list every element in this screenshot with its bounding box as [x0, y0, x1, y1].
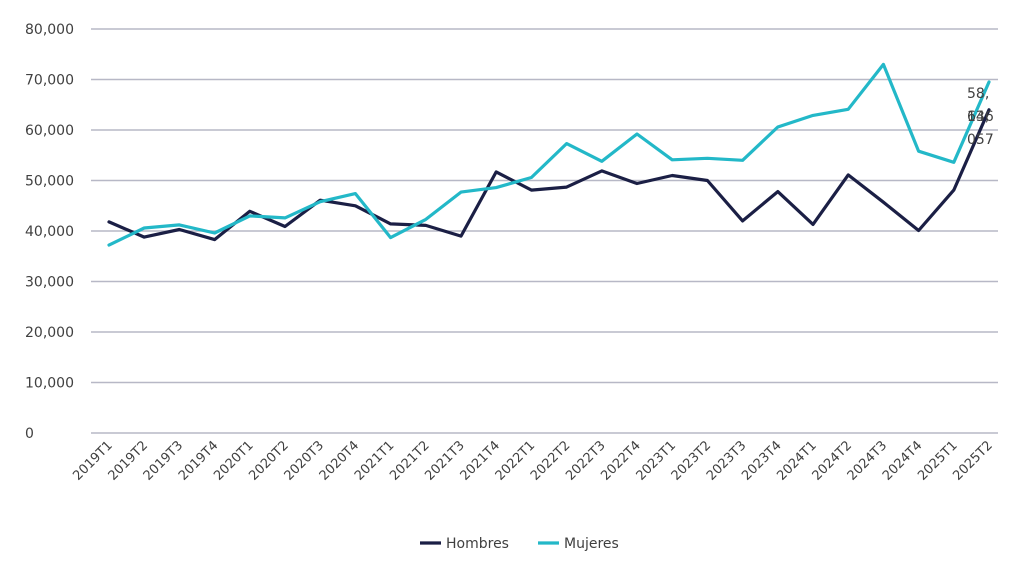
gridlines — [91, 28, 998, 434]
y-tick-label: 80,000 — [25, 22, 74, 38]
data-label: 136 — [967, 109, 994, 125]
y-tick-label: 0 — [25, 426, 34, 442]
y-tick-label: 40,000 — [25, 224, 74, 240]
y-tick-label: 20,000 — [25, 325, 74, 341]
y-tick-label: 60,000 — [25, 123, 74, 139]
series-hombres — [107, 108, 991, 242]
series-line-mujeres — [107, 62, 991, 247]
data-label: 58, — [967, 86, 989, 102]
y-axis-ticks: 0 10,000 20,000 30,000 40,000 50,000 60,000 70,… — [25, 22, 74, 442]
legend-label-hombres: Hombres — [446, 536, 509, 552]
legend-label-mujeres: Mujeres — [564, 536, 619, 552]
series-lines — [107, 62, 991, 247]
y-tick-label: 70,000 — [25, 73, 74, 89]
y-tick-label: 50,000 — [25, 174, 74, 190]
legend: Hombres Mujeres — [420, 536, 619, 552]
y-tick-label: 10,000 — [25, 376, 74, 392]
series-mujeres — [107, 62, 991, 247]
data-label: 64, — [967, 109, 989, 125]
x-axis-ticks: 2019T12019T22019T32019T42020T12020T22020… — [70, 438, 995, 483]
x-tick-label: 2025T2 — [950, 438, 995, 483]
y-tick-label: 30,000 — [25, 275, 74, 291]
data-label: 057 — [967, 132, 994, 148]
series-line-hombres — [107, 108, 991, 242]
